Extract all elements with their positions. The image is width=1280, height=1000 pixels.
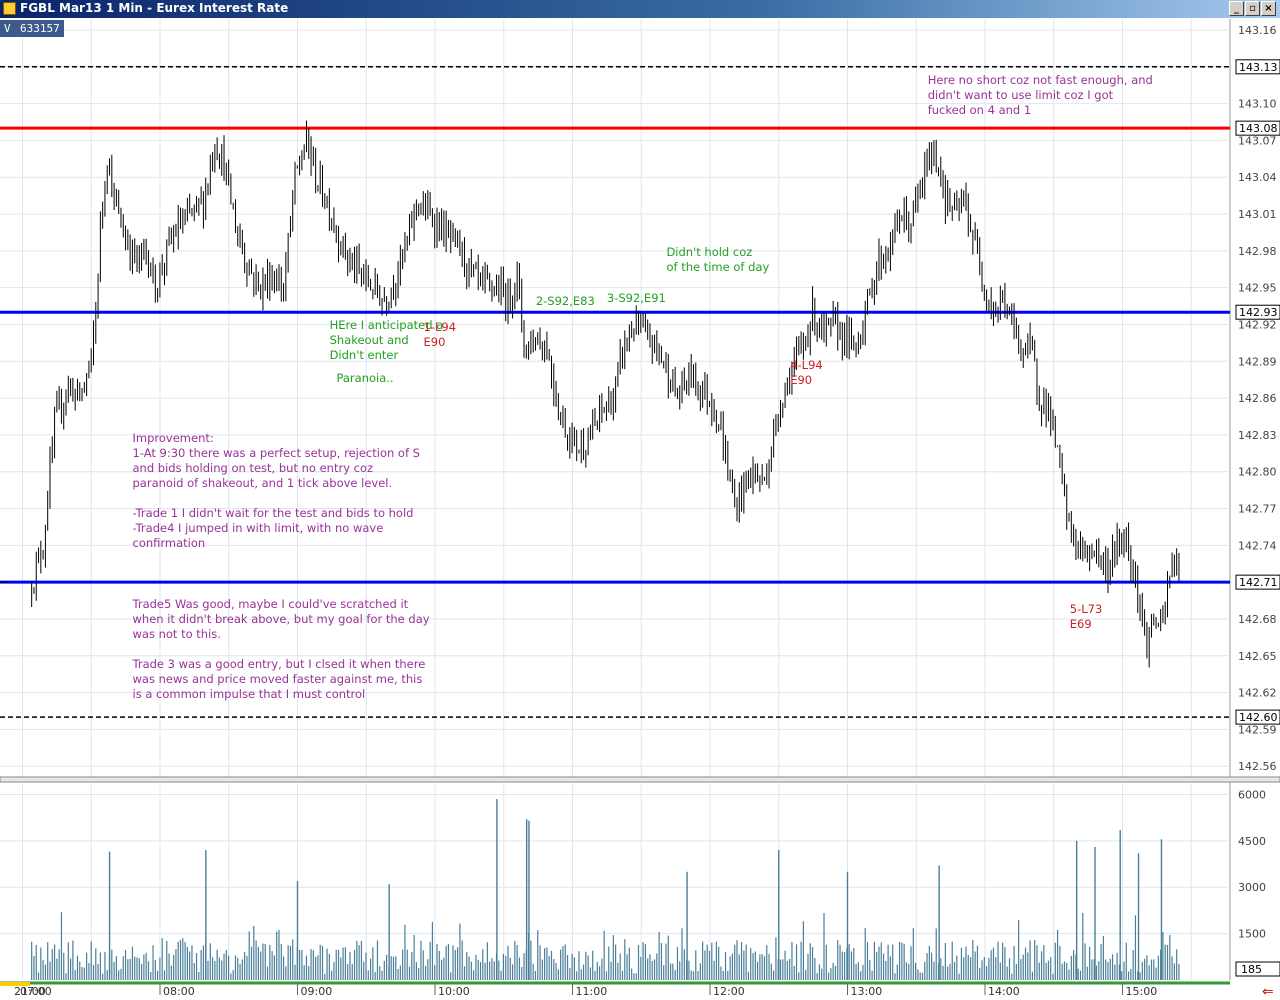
- chart-annotation: Improvement: 1-At 9:30 there was a perfe…: [132, 431, 420, 551]
- price-level-label: 143.08: [1239, 122, 1278, 135]
- y-tick-label: 142.62: [1238, 687, 1277, 700]
- window-titlebar: FGBL Mar13 1 Min - Eurex Interest Rate _…: [0, 0, 1280, 18]
- y-tick-label: 142.74: [1238, 539, 1277, 552]
- y-tick-label: 142.56: [1238, 760, 1277, 773]
- volume-tick-label: 6000: [1238, 788, 1266, 801]
- x-tick-label: 12:00: [713, 985, 745, 998]
- x-tick-label: 15:00: [1126, 985, 1158, 998]
- price-level-tag: [1235, 120, 1280, 136]
- indicator-letter: V: [4, 22, 11, 35]
- time-axis-marker: [0, 982, 30, 986]
- price-axis-area: [1230, 19, 1280, 980]
- chart-annotation: HEre I anticipated a Shakeout and Didn't…: [329, 318, 444, 363]
- volume-indicator-label: V 633157: [0, 20, 64, 37]
- y-tick-label: 143.04: [1238, 171, 1277, 184]
- close-button[interactable]: ×: [1261, 1, 1276, 16]
- price-level-label: 142.60: [1239, 711, 1278, 724]
- price-level-tag: [1235, 304, 1280, 320]
- y-tick-label: 142.65: [1238, 650, 1277, 663]
- y-tick-label: 142.80: [1238, 466, 1277, 479]
- volume-bars: [31, 912, 1180, 980]
- chart-annotation: Trade5 Was good, maybe I could've scratc…: [132, 596, 430, 701]
- maximize-button[interactable]: ▫: [1245, 1, 1260, 16]
- y-tick-label: 142.86: [1238, 392, 1277, 405]
- price-level-label: 142.71: [1239, 576, 1278, 589]
- y-tick-label: 142.77: [1238, 503, 1277, 516]
- y-tick-label: 143.07: [1238, 134, 1277, 147]
- y-tick-label: 142.89: [1238, 355, 1277, 368]
- chart-annotation: 4-L94 E90: [790, 357, 823, 387]
- window-title: FGBL Mar13 1 Min - Eurex Interest Rate: [20, 1, 289, 15]
- chart-annotation: 2-S92,E83: [535, 293, 595, 308]
- x-tick-label: 11:00: [576, 985, 608, 998]
- volume-tick-label: 3000: [1238, 881, 1266, 894]
- y-tick-label: 142.83: [1238, 429, 1277, 442]
- chart-annotation: 1-L94 E90: [423, 319, 457, 349]
- chart-annotation: Here no short coz not fast enough, and d…: [927, 72, 1153, 117]
- chart-annotation: 3-S92,E91: [606, 291, 666, 306]
- x-tick-label: 09:00: [301, 985, 333, 998]
- chart-annotation: Didn't hold coz of the time of day: [666, 244, 770, 274]
- x-tick-label: 10:00: [438, 985, 470, 998]
- y-tick-label: 142.92: [1238, 318, 1277, 331]
- x-start-label-overlap: 07:00: [20, 985, 52, 998]
- indicator-value: 633157: [20, 22, 60, 35]
- x-tick-label: 14:00: [988, 985, 1020, 998]
- price-level-tag: [1235, 574, 1280, 590]
- volume-tick-label: 4500: [1238, 835, 1266, 848]
- price-level-label: 143.13: [1239, 61, 1278, 74]
- time-axis: [0, 980, 1280, 1000]
- y-tick-label: 143.01: [1238, 208, 1277, 221]
- x-start-label: 21:00: [14, 985, 46, 998]
- y-tick-label: 142.68: [1238, 613, 1277, 626]
- price-level-label: 142.93: [1239, 306, 1278, 319]
- x-tick-label: 08:00: [163, 985, 195, 998]
- volume-value-label: 185: [1241, 963, 1262, 976]
- y-tick-label: 143.10: [1238, 98, 1277, 111]
- y-tick-label: 143.16: [1238, 24, 1277, 37]
- pane-separator: [0, 776, 1280, 783]
- scroll-left-icon[interactable]: ⇐: [1262, 984, 1274, 1000]
- volume-value-tag: [1235, 961, 1280, 977]
- ohlc-bars: [31, 120, 1180, 668]
- volume-tick-label: 1500: [1238, 928, 1266, 941]
- app-icon: [3, 2, 16, 15]
- y-tick-label: 142.59: [1238, 723, 1277, 736]
- volume-pane: [0, 781, 1280, 980]
- price-level-tag: [1235, 709, 1280, 725]
- chart-annotation: Paranoia..: [336, 371, 394, 386]
- price-level-tag: [1235, 59, 1280, 75]
- minimize-button[interactable]: _: [1229, 1, 1244, 16]
- y-tick-label: 142.95: [1238, 282, 1277, 295]
- x-tick-label: 13:00: [851, 985, 883, 998]
- y-tick-label: 142.98: [1238, 245, 1277, 258]
- chart-annotation: 5-L73 E69: [1069, 601, 1103, 631]
